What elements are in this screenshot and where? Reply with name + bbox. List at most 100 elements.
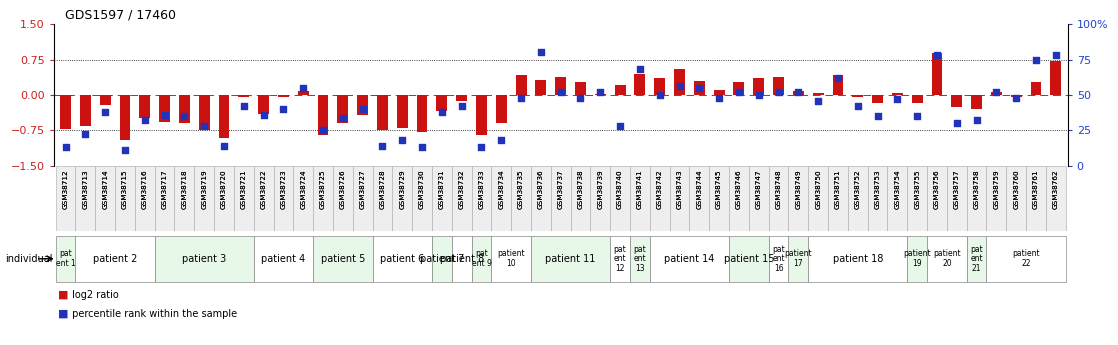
Bar [511, 166, 531, 231]
Bar [159, 95, 170, 122]
Bar [491, 236, 531, 282]
Point [671, 83, 689, 89]
Text: pat
ent 1: pat ent 1 [56, 249, 75, 268]
Bar [967, 236, 986, 282]
Text: GSM38748: GSM38748 [776, 169, 781, 208]
Bar [1006, 166, 1026, 231]
Bar [690, 166, 709, 231]
Text: individual: individual [6, 254, 53, 264]
Text: GSM38714: GSM38714 [102, 169, 108, 208]
Text: GSM38750: GSM38750 [815, 169, 821, 208]
Text: GSM38727: GSM38727 [360, 169, 366, 208]
Text: GSM38746: GSM38746 [736, 169, 742, 208]
Text: GSM38735: GSM38735 [518, 169, 524, 208]
Text: GSM38737: GSM38737 [558, 169, 563, 208]
Bar [491, 166, 511, 231]
Bar [476, 95, 487, 135]
Text: GSM38740: GSM38740 [617, 169, 623, 208]
Bar [793, 91, 804, 95]
Text: patient 14: patient 14 [664, 254, 714, 264]
Text: GSM38761: GSM38761 [1033, 169, 1039, 208]
Bar [868, 166, 888, 231]
Point [809, 98, 827, 103]
Bar [357, 95, 368, 115]
Point [987, 89, 1005, 95]
Bar [927, 236, 967, 282]
Bar [372, 236, 432, 282]
Bar [436, 95, 447, 111]
Text: GSM38752: GSM38752 [855, 169, 861, 208]
Point [889, 96, 907, 102]
Text: ■: ■ [58, 290, 68, 300]
Bar [377, 95, 388, 130]
Point [373, 143, 391, 149]
Text: GSM38729: GSM38729 [399, 169, 405, 208]
Text: GSM38756: GSM38756 [934, 169, 940, 208]
Bar [729, 236, 769, 282]
Text: GSM38757: GSM38757 [954, 169, 959, 208]
Text: GSM38712: GSM38712 [63, 169, 68, 208]
Bar [495, 95, 506, 123]
Bar [556, 77, 566, 95]
Text: pat
ent
21: pat ent 21 [970, 245, 983, 273]
Point [1007, 95, 1025, 100]
Text: patient 5: patient 5 [321, 254, 364, 264]
Bar [852, 95, 863, 97]
Text: GSM38744: GSM38744 [697, 169, 702, 208]
Text: GSM38762: GSM38762 [1053, 169, 1059, 208]
Text: GSM38718: GSM38718 [181, 169, 188, 208]
Bar [372, 166, 392, 231]
Text: GSM38753: GSM38753 [874, 169, 881, 208]
Bar [338, 95, 349, 123]
Text: GSM38735: GSM38735 [518, 169, 524, 208]
Point [215, 143, 233, 149]
Bar [100, 95, 111, 105]
Text: GSM38724: GSM38724 [301, 169, 306, 208]
Text: GSM38743: GSM38743 [676, 169, 682, 208]
Text: pat
ent
12: pat ent 12 [614, 245, 626, 273]
Text: GSM38722: GSM38722 [260, 169, 266, 208]
Bar [297, 91, 309, 95]
Point [651, 92, 669, 98]
Text: GSM38755: GSM38755 [915, 169, 920, 208]
Text: GSM38754: GSM38754 [894, 169, 900, 208]
Point [353, 106, 371, 112]
Point [532, 50, 550, 55]
Text: GSM38716: GSM38716 [142, 169, 148, 208]
Bar [551, 166, 570, 231]
Text: GSM38728: GSM38728 [379, 169, 386, 208]
Text: patient
22: patient 22 [1012, 249, 1040, 268]
Text: GSM38736: GSM38736 [538, 169, 543, 208]
Point [196, 123, 214, 129]
Bar [278, 95, 288, 97]
Text: GSM38750: GSM38750 [815, 169, 821, 208]
Bar [808, 236, 908, 282]
Point [968, 118, 986, 123]
Text: GSM38719: GSM38719 [201, 169, 207, 208]
Bar [570, 166, 590, 231]
Bar [615, 85, 626, 95]
Text: GSM38736: GSM38736 [538, 169, 543, 208]
Text: GSM38723: GSM38723 [281, 169, 286, 208]
Point [294, 85, 312, 91]
Text: patient 4: patient 4 [262, 254, 305, 264]
Bar [313, 236, 372, 282]
Bar [472, 166, 491, 231]
Bar [788, 166, 808, 231]
Bar [888, 166, 908, 231]
Bar [911, 95, 922, 104]
Point [750, 92, 768, 98]
Text: GSM38730: GSM38730 [419, 169, 425, 208]
Bar [333, 166, 352, 231]
Bar [195, 166, 214, 231]
Point [710, 95, 728, 100]
Bar [650, 236, 729, 282]
Bar [135, 166, 154, 231]
Text: GSM38720: GSM38720 [221, 169, 227, 208]
Text: GSM38732: GSM38732 [458, 169, 465, 208]
Text: GSM38759: GSM38759 [994, 169, 999, 208]
Bar [847, 166, 868, 231]
Text: GSM38759: GSM38759 [994, 169, 999, 208]
Point [235, 104, 253, 109]
Bar [179, 95, 190, 123]
